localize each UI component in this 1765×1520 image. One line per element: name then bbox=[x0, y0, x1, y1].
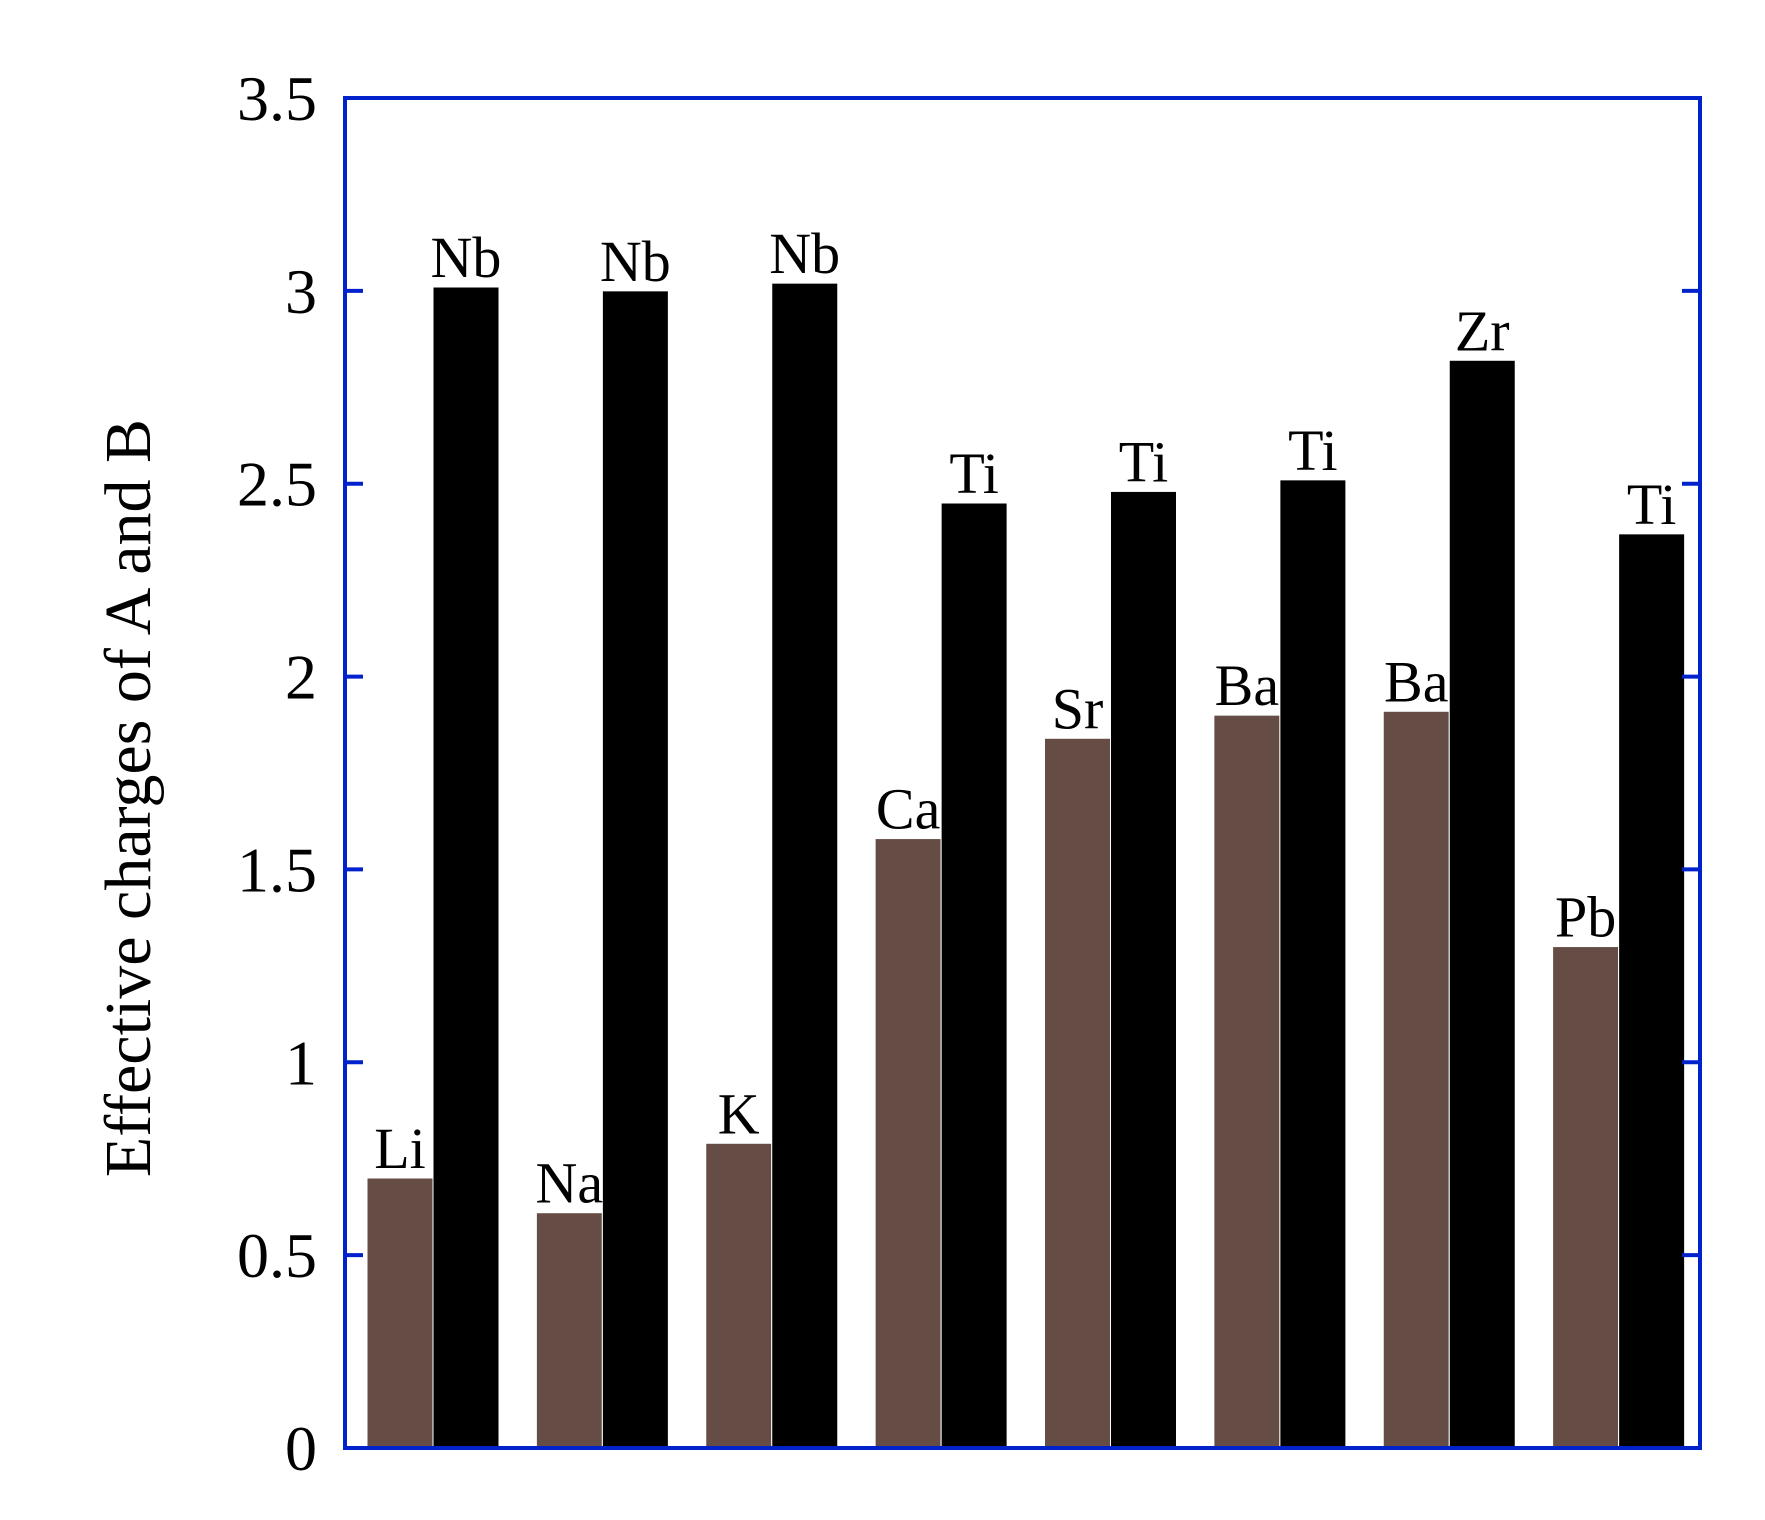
bar-a-label: Li bbox=[374, 1116, 426, 1181]
bar-b-label: Zr bbox=[1455, 298, 1510, 363]
bar-a-label: Ba bbox=[1215, 653, 1279, 718]
bar-a-label: Pb bbox=[1555, 885, 1616, 950]
bar-labels-layer: Li Nb Na Nb K Nb Ca Ti Sr Ti Ba Ti Ba Zr Pb Ti bbox=[374, 221, 1676, 1216]
bar-b-label: Ti bbox=[949, 441, 999, 506]
bar-a-site bbox=[366, 1177, 434, 1449]
y-tick-label: 2 bbox=[285, 642, 317, 713]
bar-b-label: Ti bbox=[1288, 418, 1338, 483]
bar-a-label: K bbox=[718, 1081, 760, 1146]
y-axis-title: Effective charges of A and B bbox=[92, 419, 165, 1177]
plot-frame bbox=[343, 96, 1702, 1450]
y-tick-label: 0.5 bbox=[237, 1220, 317, 1291]
bar-a-site bbox=[874, 838, 942, 1449]
y-tick-labels: 0 0.5 1 1.5 2 2.5 3 3.5 bbox=[237, 63, 317, 1484]
bar-a-site bbox=[1044, 737, 1111, 1449]
bar-a-site bbox=[1213, 714, 1281, 1449]
bar-a-site bbox=[1382, 710, 1450, 1449]
y-tick-label: 1.5 bbox=[237, 834, 317, 905]
bar-b-site bbox=[1110, 490, 1177, 1449]
bar-b-label: Ti bbox=[1627, 472, 1677, 537]
bar-b-label: Nb bbox=[600, 229, 671, 294]
bar-b-site bbox=[1618, 533, 1686, 1449]
bar-b-label: Nb bbox=[769, 221, 840, 286]
bar-b-label: Ti bbox=[1119, 429, 1169, 494]
bar-a-label: Na bbox=[536, 1151, 604, 1216]
bar-b-site bbox=[771, 282, 839, 1449]
bar-a-site bbox=[535, 1212, 603, 1449]
bar-b-site bbox=[940, 502, 1008, 1449]
bars-layer bbox=[366, 282, 1686, 1449]
bar-b-site bbox=[1448, 359, 1516, 1449]
bar-a-label: Ba bbox=[1384, 649, 1448, 714]
bar-a-site bbox=[705, 1142, 773, 1449]
y-tick-label: 3.5 bbox=[237, 63, 317, 134]
y-tick-label: 0 bbox=[285, 1413, 317, 1484]
bar-a-label: Sr bbox=[1052, 676, 1104, 741]
bar-a-site bbox=[1552, 946, 1620, 1449]
bar-a-label: Ca bbox=[876, 777, 940, 842]
y-tick-label: 2.5 bbox=[237, 449, 317, 520]
bar-b-label: Nb bbox=[431, 225, 502, 290]
y-tick-label: 3 bbox=[285, 256, 317, 327]
bar-b-site bbox=[1279, 479, 1347, 1449]
bar-b-site bbox=[601, 290, 669, 1449]
y-tick-label: 1 bbox=[285, 1027, 317, 1098]
bar-b-site bbox=[432, 286, 500, 1449]
